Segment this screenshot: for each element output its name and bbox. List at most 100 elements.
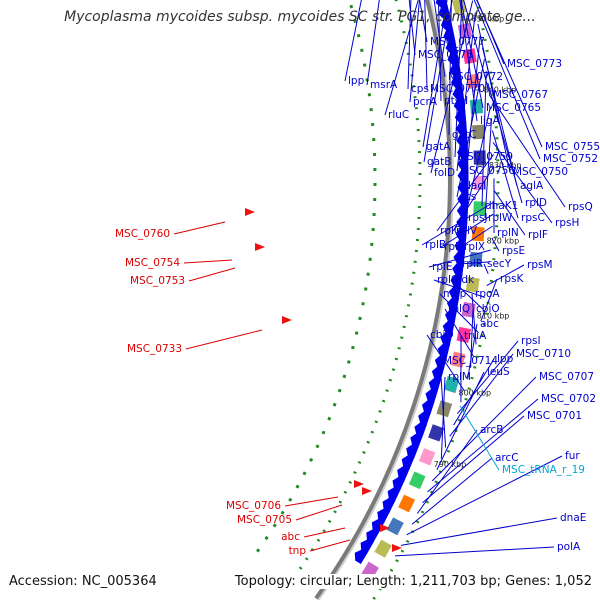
forward-gene-label-dnae[interactable]: dnaE bbox=[560, 512, 586, 524]
reverse-feature-arrow[interactable] bbox=[282, 316, 292, 324]
feature-arrow[interactable] bbox=[441, 320, 455, 335]
reverse-gene-label-msc-0760[interactable]: MSC_0760 bbox=[115, 228, 170, 240]
forward-gene-label-cps[interactable]: cps bbox=[411, 83, 429, 95]
forward-gene-label-rplb[interactable]: rplB bbox=[425, 239, 446, 251]
forward-gene-label-rplw[interactable]: rplW bbox=[488, 212, 513, 224]
forward-gene-label-rplc[interactable]: rplC bbox=[440, 225, 461, 237]
reverse-gene-label-tnp[interactable]: tnp bbox=[289, 545, 307, 557]
reverse-feature-arrow[interactable] bbox=[245, 208, 255, 216]
forward-gene-label-rpsq[interactable]: rpsQ bbox=[568, 201, 593, 213]
forward-gene-label-leus[interactable]: leuS bbox=[487, 366, 510, 378]
feature-arrow[interactable] bbox=[351, 547, 368, 564]
feature-arrow[interactable] bbox=[451, 262, 464, 277]
forward-gene-label-msra[interactable]: msrA bbox=[370, 79, 398, 91]
feature-arrow[interactable] bbox=[369, 517, 385, 534]
forward-gene-label-trua[interactable]: truA bbox=[464, 330, 487, 342]
forward-gene-label-msc-0707[interactable]: MSC_0707 bbox=[539, 371, 594, 383]
feature-block[interactable] bbox=[473, 150, 486, 165]
forward-gene-label-msc-0710[interactable]: MSC_0710 bbox=[516, 348, 571, 360]
trna-gene-label[interactable]: MSC_tRNA_r_19 bbox=[502, 464, 585, 476]
feature-arrow[interactable] bbox=[450, 274, 463, 288]
forward-gene-label-rplr[interactable]: rplR bbox=[462, 258, 483, 270]
forward-gene-label-cbio[interactable]: cbiO bbox=[430, 329, 454, 341]
feature-arrow[interactable] bbox=[453, 251, 466, 265]
feature-arrow[interactable] bbox=[454, 239, 467, 253]
forward-gene-label-lpp[interactable]: lpp bbox=[497, 353, 514, 365]
feature-arrow[interactable] bbox=[439, 331, 453, 347]
feature-arrow[interactable] bbox=[456, 133, 468, 148]
forward-gene-label-pcra[interactable]: pcrA bbox=[413, 96, 438, 108]
feature-arrow[interactable] bbox=[363, 527, 380, 544]
forward-gene-label-rplf[interactable]: rplF bbox=[528, 229, 548, 241]
forward-gene-label-rpoa[interactable]: rpoA bbox=[475, 288, 500, 300]
forward-gene-label-msc-0714[interactable]: MSC_0714 bbox=[443, 355, 498, 367]
forward-gene-label-gata[interactable]: gatA bbox=[426, 141, 451, 153]
feature-block[interactable] bbox=[386, 517, 404, 536]
forward-gene-label-arcc[interactable]: arcC bbox=[495, 452, 519, 464]
feature-arrow[interactable] bbox=[385, 485, 401, 502]
forward-gene-label-rpse[interactable]: rpsE bbox=[502, 245, 525, 257]
forward-gene-label-rpsh[interactable]: rpsH bbox=[555, 217, 579, 229]
forward-gene-label-rplm[interactable]: rplM bbox=[448, 371, 471, 383]
feature-arrow[interactable] bbox=[412, 421, 427, 437]
feature-arrow[interactable] bbox=[446, 297, 459, 312]
forward-gene-label-msc-0752[interactable]: MSC_0752 bbox=[543, 153, 598, 165]
forward-gene-label-arcb[interactable]: arcB bbox=[480, 424, 504, 436]
forward-gene-label-rple[interactable]: rplE bbox=[432, 261, 453, 273]
feature-block[interactable] bbox=[443, 376, 460, 393]
reverse-feature-arrow[interactable] bbox=[392, 544, 402, 552]
reverse-feature-arrow[interactable] bbox=[255, 243, 265, 251]
forward-gene-label-rpsk[interactable]: rpsK bbox=[500, 273, 524, 285]
forward-gene-label-msc-0750[interactable]: MSC_0750 bbox=[513, 166, 568, 178]
feature-arrow[interactable] bbox=[404, 442, 419, 459]
feature-arrow[interactable] bbox=[416, 410, 431, 426]
feature-arrow[interactable] bbox=[380, 496, 396, 513]
feature-arrow[interactable] bbox=[427, 376, 442, 392]
feature-block[interactable] bbox=[374, 539, 392, 558]
forward-gene-label-rplo[interactable]: rplO bbox=[437, 274, 459, 286]
forward-gene-label-rpsm[interactable]: rpsM bbox=[527, 259, 553, 271]
forward-gene-label-rpld[interactable]: rplD bbox=[525, 197, 547, 209]
feature-arrow[interactable] bbox=[457, 157, 469, 171]
feature-block[interactable] bbox=[472, 124, 485, 140]
reverse-gene-label-msc-0705[interactable]: MSC_0705 bbox=[237, 514, 292, 526]
feature-block[interactable] bbox=[408, 471, 426, 490]
reverse-gene-label-msc-0706[interactable]: MSC_0706 bbox=[226, 500, 281, 512]
feature-arrow[interactable] bbox=[357, 537, 374, 554]
forward-gene-label-msc-0701[interactable]: MSC_0701 bbox=[527, 410, 582, 422]
feature-arrow[interactable] bbox=[420, 399, 435, 415]
forward-gene-label-msc-0773[interactable]: MSC_0773 bbox=[507, 58, 562, 70]
feature-block[interactable] bbox=[418, 448, 436, 466]
forward-gene-label-adk[interactable]: adk bbox=[455, 274, 475, 286]
forward-gene-label-msc-0702[interactable]: MSC_0702 bbox=[541, 393, 596, 405]
forward-gene-label-lpp[interactable]: lpp bbox=[348, 75, 365, 87]
reverse-gene-label-msc-0753[interactable]: MSC_0753 bbox=[130, 275, 185, 287]
feature-arrow[interactable] bbox=[430, 365, 445, 381]
feature-block[interactable] bbox=[436, 400, 453, 418]
forward-gene-label-rpsi[interactable]: rpsI bbox=[521, 335, 541, 347]
forward-gene-label-rpsc[interactable]: rpsC bbox=[521, 212, 545, 224]
feature-arrow[interactable] bbox=[408, 432, 423, 448]
forward-gene-label-pola[interactable]: polA bbox=[557, 541, 581, 553]
forward-gene-label-abc[interactable]: abc bbox=[480, 318, 499, 330]
forward-gene-label-cbio[interactable]: cbiO bbox=[476, 303, 500, 315]
forward-gene-label-secy[interactable]: secY bbox=[487, 258, 512, 270]
forward-gene-label-fold[interactable]: folD bbox=[434, 167, 455, 179]
feature-block[interactable] bbox=[428, 424, 445, 442]
feature-arrow[interactable] bbox=[444, 308, 458, 324]
feature-arrow[interactable] bbox=[374, 506, 391, 523]
reverse-gene-label-msc-0754[interactable]: MSC_0754 bbox=[125, 257, 180, 269]
feature-arrow[interactable] bbox=[444, 39, 458, 55]
feature-arrow[interactable] bbox=[424, 387, 438, 404]
feature-arrow[interactable] bbox=[399, 453, 415, 470]
forward-gene-label-fur[interactable]: fur bbox=[565, 450, 580, 462]
forward-gene-label-rluc[interactable]: rluC bbox=[388, 109, 409, 121]
feature-arrow[interactable] bbox=[448, 285, 461, 300]
feature-arrow[interactable] bbox=[436, 342, 450, 358]
forward-gene-label-msc-0755[interactable]: MSC_0755 bbox=[545, 141, 600, 153]
reverse-feature-arrow[interactable] bbox=[362, 487, 372, 495]
feature-block[interactable] bbox=[461, 301, 476, 318]
feature-block[interactable] bbox=[398, 494, 416, 513]
feature-block[interactable] bbox=[456, 326, 472, 343]
feature-arrow[interactable] bbox=[457, 180, 469, 194]
